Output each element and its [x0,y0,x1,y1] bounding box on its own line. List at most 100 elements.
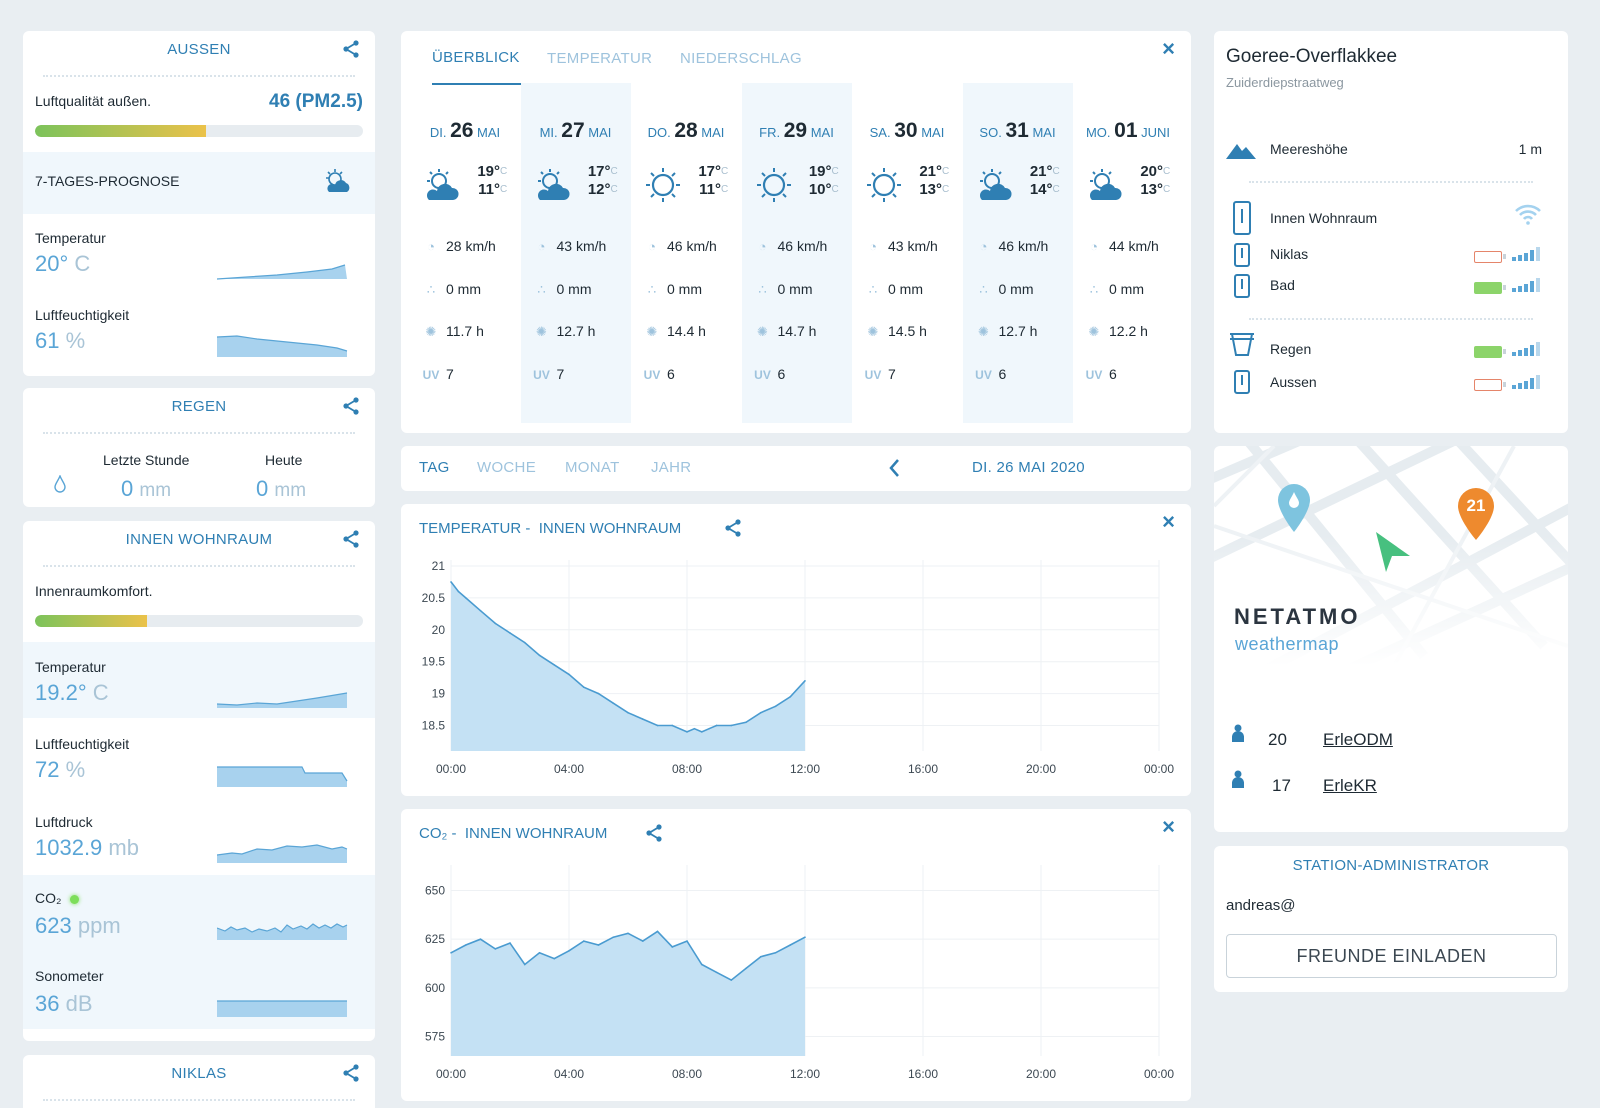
chart-point [774,705,777,708]
x-tick-label: 12:00 [790,1067,820,1081]
map-background [1214,446,1568,666]
chart-point [686,940,688,942]
forecast-temps: 19° C 10° C [808,163,839,198]
x-tick-label: 16:00 [908,762,938,776]
forecast-uv: UV 6 [975,366,1007,382]
admin-card: STATION-ADMINISTRATOR andreas@ FREUNDE E… [1214,846,1568,992]
user-count-2: 17 [1272,776,1291,795]
sun-hours-icon: ✺ [867,324,879,339]
chart-point [612,702,615,704]
share-icon[interactable] [644,823,664,843]
rain-card: REGEN Letzte Stunde 0 mm Heute 0 mm [23,388,375,507]
co2-chart: 650 625 600 575 00:00 04:00 08:00 12:00 16:00 20:… [425,865,1174,1081]
chart-point [671,946,674,948]
forecast-day: MO. 01 JUNI 20° C 13° C ◔ 44 km/h ∴ 0 mm ✺ 12.2 h U… [1073,83,1183,423]
temp-chart: 21 20.5 20 19.5 19 18.5 00:00 04:00 08:00 12:00 16… [422,559,1175,776]
tab-month[interactable]: MONAT [565,459,620,476]
battery-low-icon [1474,251,1506,263]
rain-drops-icon: ∴ [979,282,988,297]
chart-point [523,641,526,644]
chart-point [789,695,792,698]
chart-point [804,936,806,939]
map-temp-pin-icon[interactable] [1456,486,1496,542]
rain-last-hour-value: 0 mm [121,476,172,501]
tab-day[interactable]: TAG [419,459,450,476]
indoor-co2-label: CO₂ [35,890,80,906]
indoor-title: INNEN WOHNRAUM [125,531,273,548]
tab-precipitation[interactable]: NIEDERSCHLAG [680,50,802,67]
invite-friends-button[interactable]: FREUNDE EINLADEN [1226,934,1557,978]
tab-week[interactable]: WOCHE [477,459,536,476]
battery-low-icon [1474,379,1506,391]
indoor-temp-value: 19.2° C [35,680,109,705]
rain-drops-icon: ∴ [868,282,878,297]
forecast-uv: UV 6 [754,366,786,382]
partly-cloudy-icon [1087,167,1123,203]
sun-icon [645,167,681,203]
share-icon[interactable] [723,518,743,538]
wind-icon: ◔ [648,239,656,254]
uv-icon: UV [533,368,550,382]
weathermap-card[interactable]: 21 NETATMO weathermap 20 ErleODM 17 Erle… [1214,446,1568,832]
forecast-sun: ✺ 11.7 h [422,323,484,340]
wifi-icon [1515,204,1541,225]
chart-point [509,942,511,944]
tab-overview[interactable]: ÜBERBLICK [432,49,520,66]
y-tick-label: 19.5 [422,655,446,669]
forecast-wind: ◔ 46 km/h [975,238,1049,254]
outdoor-temp-sparkline [217,264,347,280]
share-icon[interactable] [341,1063,361,1083]
map-temp-pin-value: 21 [1466,496,1486,515]
netatmo-brand: NETATMO [1234,604,1361,629]
rain-drops-icon: ∴ [758,282,767,297]
forecast-uv: UV 6 [1085,366,1117,382]
temp-chart-title: TEMPERATUR - INNEN WOHNRAUM [419,520,682,537]
forecast-day-date: SO. 31 MAI [979,119,1056,142]
y-tick-label: 600 [425,981,445,995]
user-link-2[interactable]: ErleKR [1323,776,1377,795]
indoor-temp-label: Temperatur [35,659,106,675]
mountain-icon [1226,144,1256,159]
indoor-pressure-label: Luftdruck [35,814,93,830]
forecast-day: MI. 27 MAI 17° C 12° C ◔ 43 km/h ∴ 0 mm ✺ 12.7 h UV… [520,83,631,423]
y-tick-label: 21 [432,559,446,573]
outdoor-title: AUSSEN [167,41,231,58]
chart-point [789,944,792,946]
indoor-noise-value: 36 dB [35,991,93,1016]
indoor-co2-value: 623 ppm [35,913,121,938]
chart-point [479,938,482,940]
uv-icon: UV [975,368,992,382]
close-icon[interactable]: × [1162,814,1175,839]
chart-point [730,979,733,981]
sun-icon [866,167,902,203]
close-icon[interactable]: × [1162,509,1175,534]
share-icon[interactable] [341,529,361,549]
partly-cloudy-icon [535,167,571,203]
current-date[interactable]: DI. 26 MAI 2020 [972,459,1085,476]
tab-year[interactable]: JAHR [651,459,692,476]
user-link-1[interactable]: ErleODM [1323,730,1393,749]
forecast-sun: ✺ 14.7 h [754,323,816,340]
chart-point [612,936,615,939]
tab-temperature[interactable]: TEMPERATUR [547,50,653,67]
chart-point [641,718,644,720]
indoor-noise-label: Sonometer [35,968,104,984]
outdoor-temp-label: Temperatur [35,230,106,246]
device-name-bath: Bad [1270,277,1295,293]
indoor-humidity-sparkline [217,766,348,787]
partly-cloudy-icon [326,169,350,192]
x-tick-label: 04:00 [554,1067,584,1081]
map-pin-icon[interactable] [1276,482,1312,534]
rain-today-label: Heute [265,452,303,468]
uv-icon: UV [1085,368,1103,382]
chevron-left-icon[interactable] [888,458,900,478]
forecast-day-date: DO. 28 MAI [647,119,725,142]
forecast-temps: 20° C 13° C [1140,163,1171,198]
close-icon[interactable]: × [1162,36,1175,61]
wind-icon: ◔ [1090,239,1098,254]
forecast-band-label: 7-TAGES-PROGNOSE [35,173,180,189]
forecast-band[interactable]: 7-TAGES-PROGNOSE [23,152,375,214]
share-icon[interactable] [341,396,361,416]
share-icon[interactable] [341,39,361,59]
rain-last-hour-label: Letzte Stunde [103,452,190,468]
